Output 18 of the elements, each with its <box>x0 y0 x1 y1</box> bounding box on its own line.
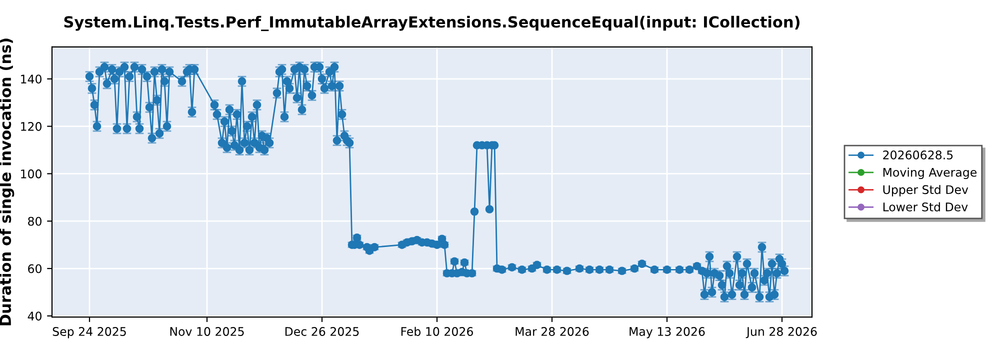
x-tick-label: Jun 28 2026 <box>746 327 817 338</box>
chart-title: System.Linq.Tests.Perf_ImmutableArrayExtensions.SequenceEqual(input: ICollection) <box>64 16 800 32</box>
x-tick-label: Nov 10 2025 <box>170 327 244 336</box>
y-tick-label: 80 <box>28 216 42 226</box>
y-tick-label: 100 <box>21 169 42 178</box>
legend-label: 20260628.5 <box>883 150 953 160</box>
legend-label: Upper Std Dev <box>883 184 968 196</box>
y-tick-label: 140 <box>21 74 42 84</box>
x-tick-label: Mar 28 2026 <box>516 327 589 336</box>
legend-label: Moving Average <box>883 168 977 180</box>
x-tick-label: Feb 10 2026 <box>401 326 473 336</box>
y-tick-label: 40 <box>28 312 42 321</box>
x-tick-label: May 13 2026 <box>630 327 705 338</box>
y-tick-label: 120 <box>21 122 42 131</box>
y-tick-label: 60 <box>28 264 42 274</box>
x-tick-label: Sep 24 2025 <box>52 327 126 338</box>
x-tick-label: Dec 26 2025 <box>285 327 359 336</box>
legend-label: Lower Std Dev <box>883 202 968 212</box>
